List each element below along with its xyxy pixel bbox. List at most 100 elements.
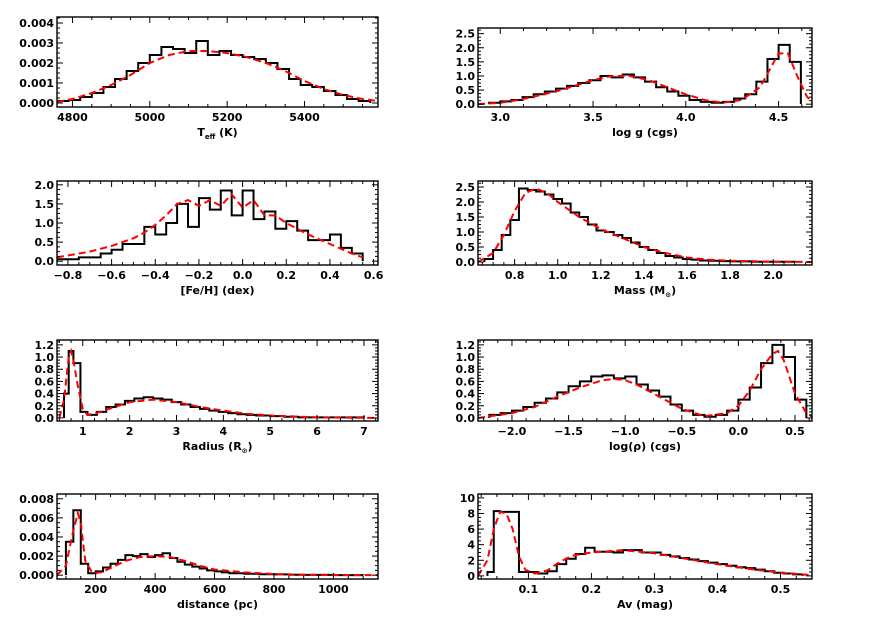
x-tick-label: 0.0 <box>729 425 749 438</box>
y-tick-label: 1.0 <box>456 226 476 239</box>
y-tick-label: 0.6 <box>456 375 476 388</box>
x-axis-title: log(ρ) (cgs) <box>609 440 681 453</box>
y-tick-label: 2.5 <box>456 181 476 194</box>
x-tick-label: 3 <box>173 425 181 438</box>
y-tick-label: 0.004 <box>19 17 54 30</box>
panel-1: 4800 5000 5200 5400 0.000 0.001 0.002 0.003 0.00… <box>19 16 379 141</box>
x-axis-title: Teff (K) <box>197 126 237 141</box>
y-tick-label: 0.2 <box>456 400 476 413</box>
x-tick-label: 5000 <box>135 111 166 124</box>
x-tick-label: 1.0 <box>548 269 568 282</box>
y-tick-label: 0.002 <box>19 550 54 563</box>
x-tick-label: −1.0 <box>611 425 640 438</box>
y-tick-label: 0.008 <box>19 493 54 506</box>
y-tick-label: 1.5 <box>456 211 476 224</box>
x-tick-label: 2 <box>126 425 134 438</box>
histogram-steps <box>64 509 365 577</box>
x-tick-label: 4800 <box>57 111 88 124</box>
y-tick-label: 1.2 <box>35 339 55 352</box>
y-tick-label: 0 <box>467 570 475 583</box>
y-tick-label: 0.4 <box>456 388 476 401</box>
x-tick-label: 0.2 <box>582 583 602 596</box>
x-tick-label: 400 <box>144 583 167 596</box>
fit-curve <box>57 50 378 103</box>
panel-5: 1 2 3 4 5 6 7 0.00.20.40.60.81.01.2 Radius (R⊙) <box>35 339 379 455</box>
y-tick-label: 2.0 <box>456 42 476 55</box>
y-tick-label: 0.4 <box>35 388 55 401</box>
x-axis-title: Av (mag) <box>617 598 673 611</box>
axes-frame <box>56 493 379 580</box>
x-tick-label: −0.6 <box>97 269 126 282</box>
y-tick-label: 1.5 <box>35 198 55 211</box>
x-tick-label: 0.4 <box>708 583 728 596</box>
fit-series <box>57 509 378 577</box>
y-tick-label: 1.2 <box>456 339 476 352</box>
x-tick-label: 4.0 <box>676 111 696 124</box>
fit-curve <box>57 509 378 577</box>
histogram-steps <box>488 343 808 418</box>
y-tick-label: 0.000 <box>19 569 54 582</box>
axes-frame <box>477 180 813 266</box>
y-tick-label: 0.0 <box>35 412 55 425</box>
panel-4: 0.8 1.0 1.2 1.4 1.6 1.8 2.0 0.0 0.5 1.0 1.5 2.0 2.5 M… <box>456 180 813 299</box>
x-tick-label: 6 <box>313 425 321 438</box>
fit-curve <box>57 192 364 259</box>
y-tick-label: 0.003 <box>19 37 54 50</box>
x-tick-label: 4.5 <box>769 111 789 124</box>
y-tick-label: 0.5 <box>35 236 55 249</box>
x-axis-title: log g (cgs) <box>612 126 678 139</box>
x-tick-label: 3.0 <box>491 111 511 124</box>
x-tick-label: 1 <box>79 425 87 438</box>
y-tick-label: 0.5 <box>456 84 476 97</box>
y-tick-label: 1.0 <box>35 217 55 230</box>
y-tick-label: 6 <box>467 523 475 536</box>
fit-series <box>478 510 812 577</box>
fit-series <box>57 192 364 259</box>
fit-series <box>478 349 812 419</box>
x-tick-label: 600 <box>203 583 226 596</box>
fit-curve <box>58 347 378 419</box>
y-tick-label: 0.0 <box>456 412 476 425</box>
y-tick-label: 4 <box>467 539 475 552</box>
x-tick-label: 0.5 <box>785 425 805 438</box>
fit-curve <box>478 187 812 263</box>
x-tick-label: 0.8 <box>505 269 525 282</box>
y-tick-label: 2 <box>467 554 475 567</box>
x-tick-label: 0.2 <box>277 269 297 282</box>
y-tick-label: 1.0 <box>35 351 55 364</box>
y-tick-label: 0.0 <box>35 255 55 268</box>
x-axis-title: distance (pc) <box>177 598 258 611</box>
x-axis-title: Mass (M⊙) <box>614 284 676 299</box>
axes-frame <box>477 493 813 580</box>
y-tick-label: 0.5 <box>456 241 476 254</box>
x-tick-label: 1.2 <box>591 269 611 282</box>
axes-frame <box>56 339 379 422</box>
fit-series <box>478 52 812 106</box>
y-tick-label: 0.0 <box>456 98 476 111</box>
x-tick-label: 0.0 <box>233 269 253 282</box>
x-tick-label: 5400 <box>289 111 320 124</box>
x-tick-label: −1.5 <box>554 425 583 438</box>
x-axis-title: Radius (R⊙) <box>182 440 252 455</box>
histogram-steps <box>57 40 372 103</box>
y-tick-label: 1.0 <box>456 351 476 364</box>
y-tick-label: 0.001 <box>19 77 54 90</box>
y-tick-label: 0.004 <box>19 531 54 544</box>
x-tick-label: 800 <box>262 583 285 596</box>
x-tick-label: 5 <box>266 425 274 438</box>
x-tick-label: 1.4 <box>634 269 654 282</box>
x-tick-label: 4 <box>220 425 228 438</box>
x-tick-label: 0.6 <box>364 269 384 282</box>
axes-frame <box>477 27 813 108</box>
x-tick-label: 7 <box>360 425 368 438</box>
y-tick-label: 0.8 <box>35 363 55 376</box>
x-tick-label: −0.2 <box>185 269 214 282</box>
x-tick-label: 5200 <box>212 111 243 124</box>
panel-8: 0.1 0.2 0.3 0.4 0.5 0 2 4 6 8 10 Av (mag) <box>460 492 813 611</box>
y-tick-label: 1.0 <box>456 70 476 83</box>
axes-frame <box>56 180 379 266</box>
y-tick-label: 0.8 <box>456 363 476 376</box>
y-tick-label: 0.6 <box>35 375 55 388</box>
x-tick-label: −0.4 <box>141 269 170 282</box>
